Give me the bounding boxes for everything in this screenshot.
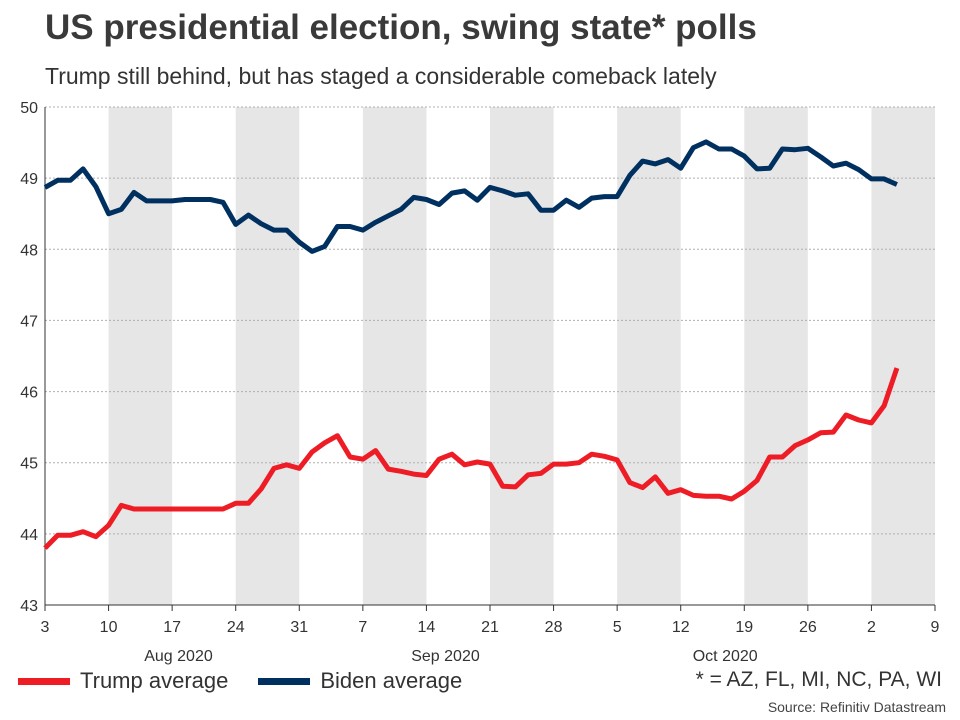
legend-label-biden: Biden average — [320, 668, 463, 693]
series-line-biden-average — [43, 139, 898, 254]
x-tick-label-3: 24 — [227, 619, 245, 636]
chart-title: US presidential election, swing state* p… — [45, 8, 757, 47]
x-tick-label-6: 14 — [418, 619, 436, 636]
month-label-2: Oct 2020 — [693, 648, 758, 665]
x-tick-label-1: 10 — [100, 619, 118, 636]
footnote: * = AZ, FL, MI, NC, PA, WI — [695, 668, 942, 691]
shaded-week-band-4 — [617, 107, 681, 605]
series-line-trump-average — [43, 367, 900, 550]
month-label-1: Sep 2020 — [411, 648, 480, 665]
y-tick-label-50: 50 — [20, 100, 38, 117]
shaded-week-band-1 — [235, 107, 300, 605]
shaded-week-band-3 — [490, 107, 554, 605]
y-tick-label-45: 45 — [20, 456, 38, 473]
x-tick-label-12: 26 — [799, 619, 817, 636]
y-tick-label-48: 48 — [20, 242, 38, 259]
legend-swatch-biden — [258, 677, 311, 685]
legend-swatch-trump — [18, 677, 70, 685]
y-tick-label-47: 47 — [20, 313, 38, 330]
x-tick-label-11: 19 — [735, 619, 753, 636]
x-tick-label-13: 2 — [867, 619, 876, 636]
month-label-0: Aug 2020 — [144, 648, 213, 665]
x-tick-label-14: 9 — [931, 619, 940, 636]
x-tick-label-7: 21 — [481, 619, 499, 636]
legend-item-trump: Trump average — [18, 668, 228, 694]
x-tick-label-4: 31 — [290, 619, 308, 636]
x-tick-label-10: 12 — [672, 619, 690, 636]
legend-label-trump: Trump average — [80, 668, 229, 693]
x-tick-label-0: 3 — [41, 619, 50, 636]
y-tick-label-46: 46 — [20, 385, 38, 402]
shaded-week-band-5 — [744, 107, 808, 605]
x-tick-label-9: 5 — [613, 619, 622, 636]
y-tick-label-44: 44 — [20, 527, 38, 544]
x-tick-label-5: 7 — [358, 619, 367, 636]
shaded-week-band-2 — [362, 107, 427, 605]
x-tick-label-2: 17 — [163, 619, 181, 636]
x-tick-label-8: 28 — [545, 619, 563, 636]
source-note: Source: Refinitiv Datastream — [767, 699, 946, 715]
y-tick-label-43: 43 — [20, 598, 38, 615]
shaded-week-band-0 — [108, 107, 173, 605]
legend-item-biden: Biden average — [258, 668, 462, 694]
chart-subtitle: Trump still behind, but has staged a con… — [45, 63, 717, 89]
shaded-week-band-6 — [871, 107, 935, 605]
legend: Trump average Biden average — [18, 666, 492, 696]
y-tick-label-49: 49 — [20, 171, 38, 188]
